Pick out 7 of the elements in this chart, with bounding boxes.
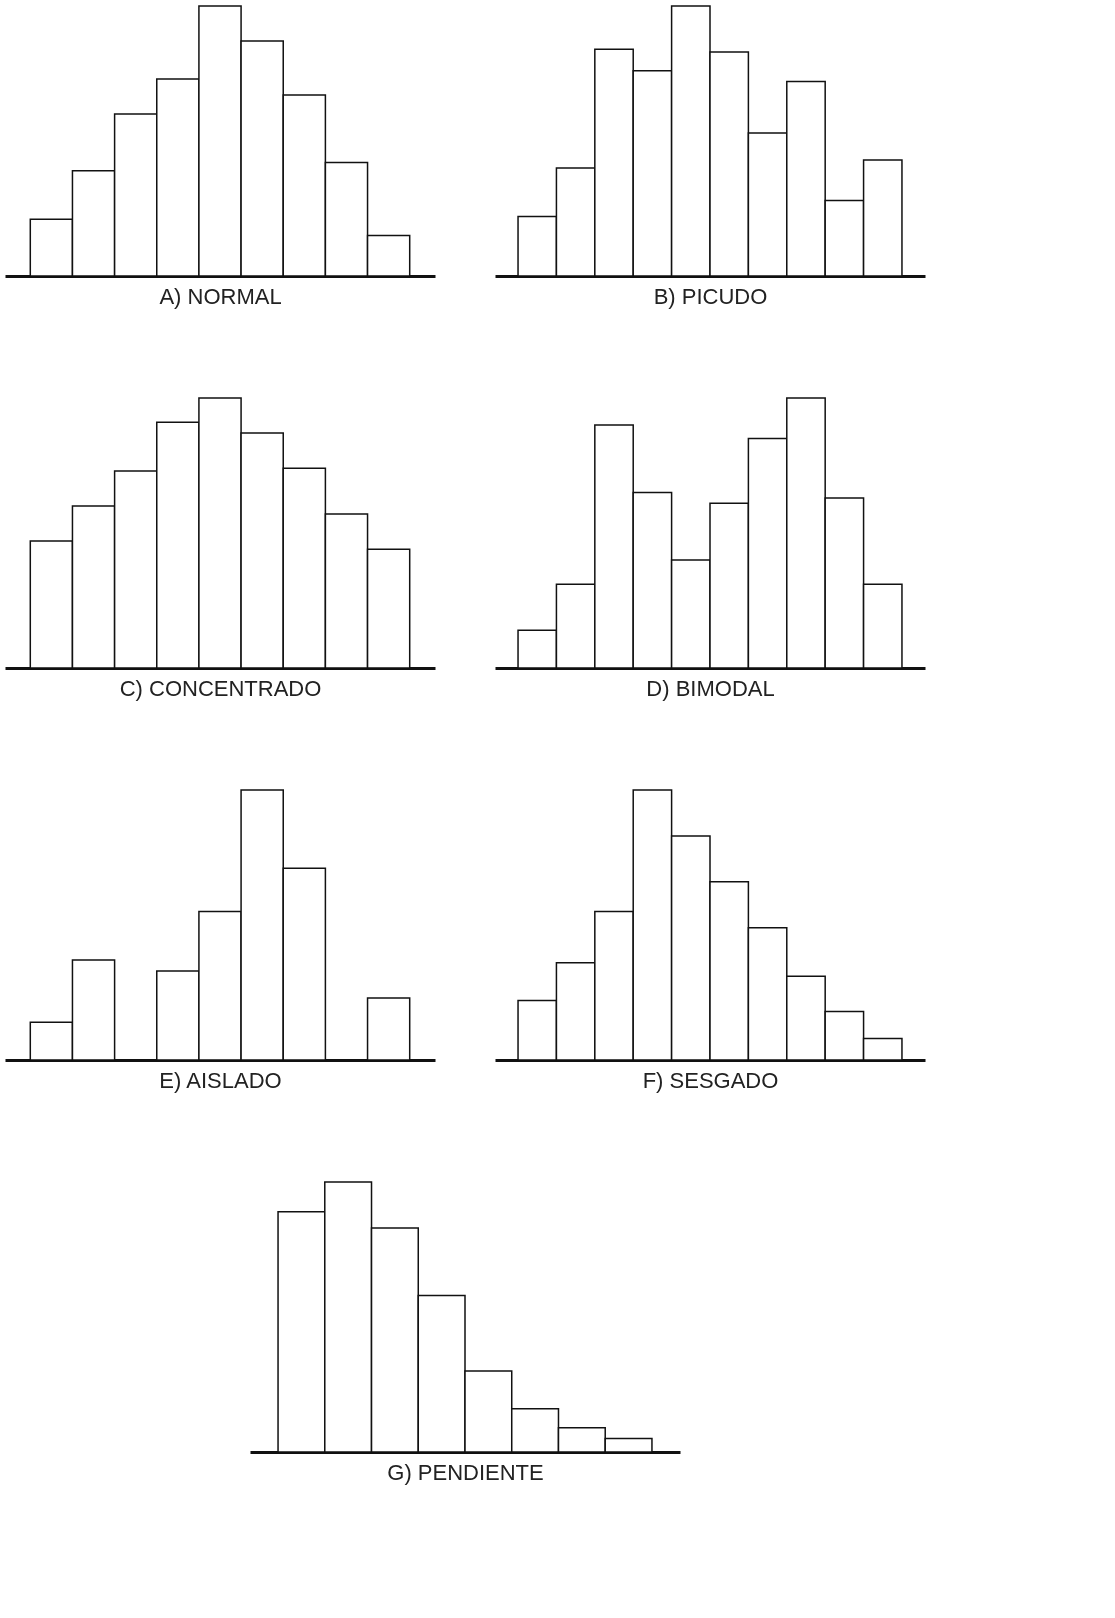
text: B) PICUDO (653, 283, 768, 309)
text: C) CONCENTRADO (119, 675, 322, 701)
text: G) PENDIENTE (387, 1459, 544, 1485)
text: E) AISLADO (159, 1067, 282, 1093)
text: A) NORMAL (159, 283, 282, 309)
text: D) BIMODAL (646, 675, 775, 701)
text: F) SESGADO (642, 1067, 779, 1093)
